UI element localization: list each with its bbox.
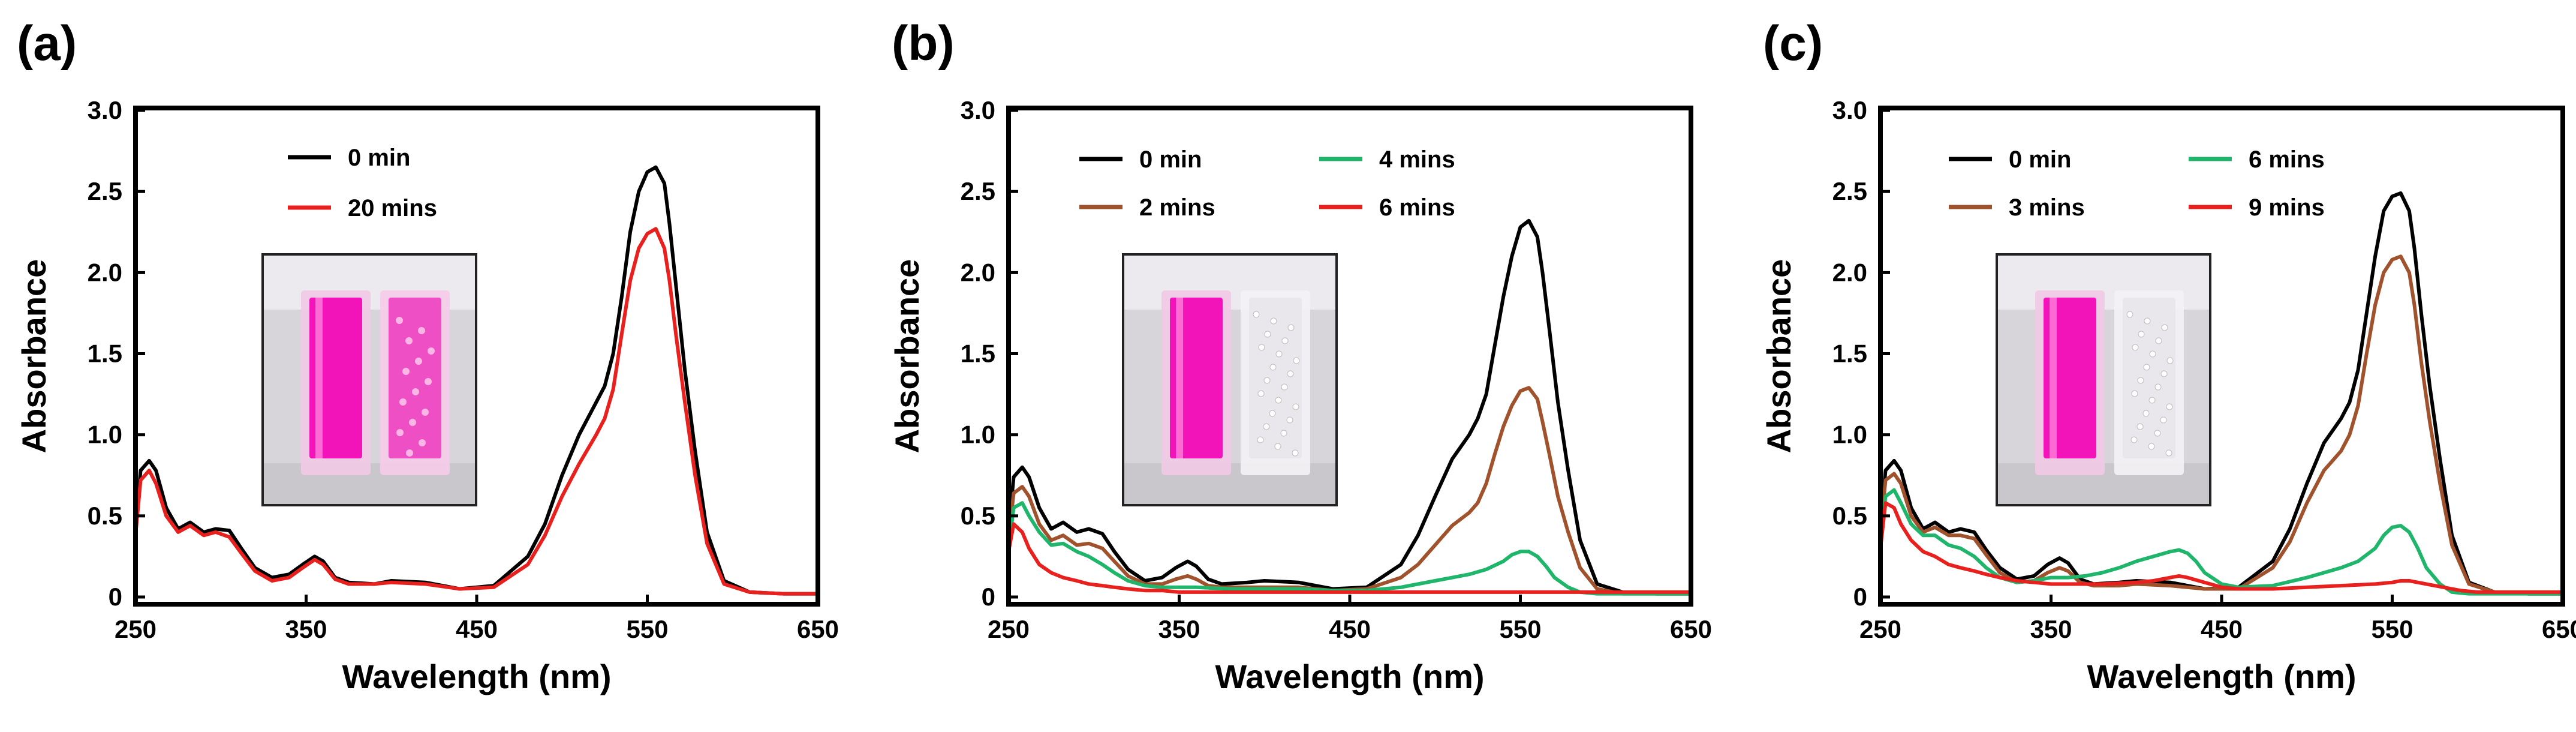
y-tick-label: 0 xyxy=(982,583,995,611)
y-tick-label: 2.5 xyxy=(1832,177,1867,205)
y-tick-label: 1.0 xyxy=(88,421,122,449)
plot-frame xyxy=(1878,106,2565,607)
x-tick-label: 250 xyxy=(988,615,1030,643)
x-axis-label: Wavelength (nm) xyxy=(342,658,611,695)
y-tick-label: 3.0 xyxy=(961,96,995,124)
legend-entry: 20 mins xyxy=(348,195,437,221)
x-tick-label: 350 xyxy=(285,615,327,643)
series-line-0-min xyxy=(1879,191,2565,596)
legend-entry: 6 mins xyxy=(1379,194,1455,221)
y-axis-label: Absorbance xyxy=(15,259,53,454)
panel-label: (b) xyxy=(892,16,955,71)
legend-entry: 6 mins xyxy=(2249,146,2325,173)
chart-panel-1: (b) 0 0.5 1.0 1.5 2.0 2.5 3.0 250 350 450 550 650 Wav… xyxy=(888,16,1712,695)
panel-label: (a) xyxy=(17,16,77,71)
series-line-6-mins xyxy=(1879,488,2565,596)
x-tick-label: 550 xyxy=(626,615,668,643)
y-axis-label: Absorbance xyxy=(1760,259,1798,454)
legend: 0 min 20 mins xyxy=(288,145,437,221)
x-axis-label: Wavelength (nm) xyxy=(1215,658,1484,695)
x-tick-label: 350 xyxy=(2030,615,2072,643)
legend-entry: 3 mins xyxy=(2009,194,2085,221)
y-tick-label: 1.5 xyxy=(961,340,995,368)
y-tick-label: 0 xyxy=(1853,583,1867,611)
panel-label: (c) xyxy=(1763,16,1823,71)
x-tick-label: 550 xyxy=(2371,615,2413,643)
legend-entry: 2 mins xyxy=(1139,194,1215,221)
y-tick-label: 1.0 xyxy=(1832,421,1867,449)
legend: 0 min 2 mins 4 mins 6 mins xyxy=(1079,146,1455,221)
legend-entry: 0 min xyxy=(1139,146,1202,173)
series-group xyxy=(134,165,820,596)
x-tick-label: 650 xyxy=(1670,615,1712,643)
series-line-9-mins xyxy=(1879,501,2565,594)
x-tick-label: 350 xyxy=(1158,615,1200,643)
legend-entry: 9 mins xyxy=(2249,194,2325,221)
series-group xyxy=(1879,191,2565,596)
x-tick-label: 650 xyxy=(797,615,839,643)
y-tick-label: 0.5 xyxy=(961,502,995,530)
series-line-0-min xyxy=(1007,218,1693,596)
y-tick-label: 3.0 xyxy=(1832,96,1867,124)
y-axis-label: Absorbance xyxy=(888,259,926,454)
x-axis-label: Wavelength (nm) xyxy=(2087,658,2356,695)
inset-photo xyxy=(1996,253,2211,506)
y-tick-label: 0 xyxy=(109,583,122,611)
x-tick-label: 450 xyxy=(456,615,498,643)
x-tick-label: 250 xyxy=(115,615,157,643)
x-tick-label: 550 xyxy=(1499,615,1541,643)
series-line-6-mins xyxy=(1007,522,1693,594)
plot-frame xyxy=(1006,106,1693,607)
y-tick-label: 2.5 xyxy=(961,177,995,205)
y-tick-label: 2.0 xyxy=(88,258,122,286)
y-tick-label: 3.0 xyxy=(88,96,122,124)
y-tick-label: 2.0 xyxy=(1832,258,1867,286)
y-tick-label: 0.5 xyxy=(88,502,122,530)
y-tick-label: 2.5 xyxy=(88,177,122,205)
chart-panel-2: (c) 0 0.5 1.0 1.5 2.0 2.5 3.0 250 350 450 550 650 Wav… xyxy=(1760,16,2576,695)
chart-panel-0: (a) 0 0.5 1.0 1.5 2.0 2.5 3.0 250 350 450 550 650 Wav… xyxy=(15,16,839,695)
y-tick-label: 1.0 xyxy=(961,421,995,449)
x-tick-label: 450 xyxy=(2201,615,2243,643)
legend-entry: 0 min xyxy=(2009,146,2071,173)
inset-photo xyxy=(261,253,477,506)
legend-entry: 0 min xyxy=(348,145,410,171)
x-tick-label: 450 xyxy=(1329,615,1371,643)
legend-entry: 4 mins xyxy=(1379,146,1455,173)
y-tick-label: 1.5 xyxy=(88,340,122,368)
y-tick-label: 1.5 xyxy=(1832,340,1867,368)
y-tick-label: 0.5 xyxy=(1832,502,1867,530)
x-tick-label: 650 xyxy=(2542,615,2576,643)
series-line-4-mins xyxy=(1007,501,1693,596)
series-group xyxy=(1007,218,1693,596)
inset-photo xyxy=(1122,253,1338,506)
series-line-20-mins xyxy=(134,227,820,596)
y-tick-label: 2.0 xyxy=(961,258,995,286)
legend: 0 min 3 mins 6 mins 9 mins xyxy=(1949,146,2325,221)
x-tick-label: 250 xyxy=(1859,615,1901,643)
